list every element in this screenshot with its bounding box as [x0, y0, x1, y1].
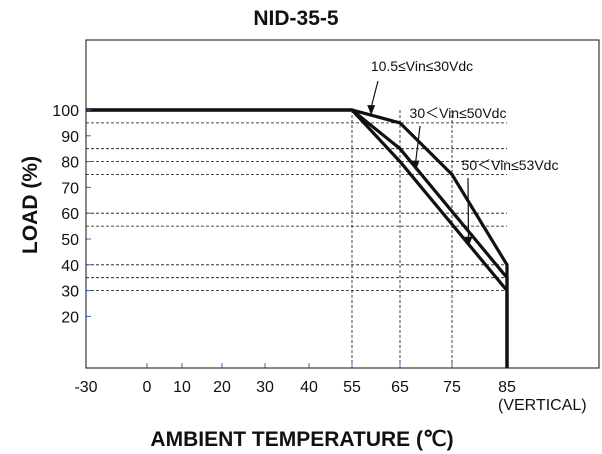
- reference-lines: [86, 110, 507, 368]
- annotation-arrow-line: [415, 125, 421, 163]
- series-annotations: 10.5≤Vin≤30Vdc 30＜Vin≤50Vdc 50＜Vin≤53Vdc: [367, 58, 558, 247]
- x-tick-label: 10: [173, 379, 191, 396]
- series-lines: [86, 108, 509, 368]
- annotation-arrow-line: [467, 177, 470, 239]
- x-tick-label: 65: [391, 379, 409, 396]
- y-tick-label: 30: [61, 284, 79, 301]
- y-tick-label: 100: [52, 103, 79, 120]
- x-tick-label: 75: [443, 379, 461, 396]
- y-axis-title: LOAD (%): [19, 156, 42, 254]
- y-tick-label: 90: [61, 129, 79, 146]
- axis-ticks: 20 30 40 50 60 70 80 90 100 -30 0 10 20 30 40 55 65 75 85: [52, 103, 516, 396]
- x-tick-label: 20: [213, 379, 231, 396]
- plot-frame: [85, 39, 600, 369]
- x-tick-label: -30: [74, 379, 97, 396]
- series-line: [86, 108, 509, 368]
- y-tick-label: 50: [61, 232, 79, 249]
- x-axis-note: (VERTICAL): [498, 397, 587, 414]
- y-tick-label: 60: [61, 206, 79, 223]
- annotation-arrow-line: [370, 80, 379, 108]
- x-tick-label: 85: [498, 379, 516, 396]
- y-tick-label: 70: [61, 180, 79, 197]
- x-tick-label: 55: [343, 379, 361, 396]
- annotation-arrow-head: [367, 105, 376, 116]
- x-axis-title: AMBIENT TEMPERATURE (℃): [150, 428, 453, 451]
- annotation-arrow-head: [464, 236, 473, 247]
- series-label: 50＜Vin≤53Vdc: [462, 157, 559, 173]
- chart-title: NID-35-5: [253, 7, 339, 30]
- y-tick-label: 20: [61, 309, 79, 326]
- x-tick-label: 40: [300, 379, 318, 396]
- y-tick-label: 40: [61, 258, 79, 275]
- y-tick-label: 80: [61, 155, 79, 172]
- annotation-arrow-head: [411, 160, 420, 171]
- series-label: 10.5≤Vin≤30Vdc: [371, 58, 473, 74]
- x-tick-label: 0: [143, 379, 152, 396]
- x-tick-label: 30: [256, 379, 274, 396]
- series-label: 30＜Vin≤50Vdc: [410, 105, 507, 121]
